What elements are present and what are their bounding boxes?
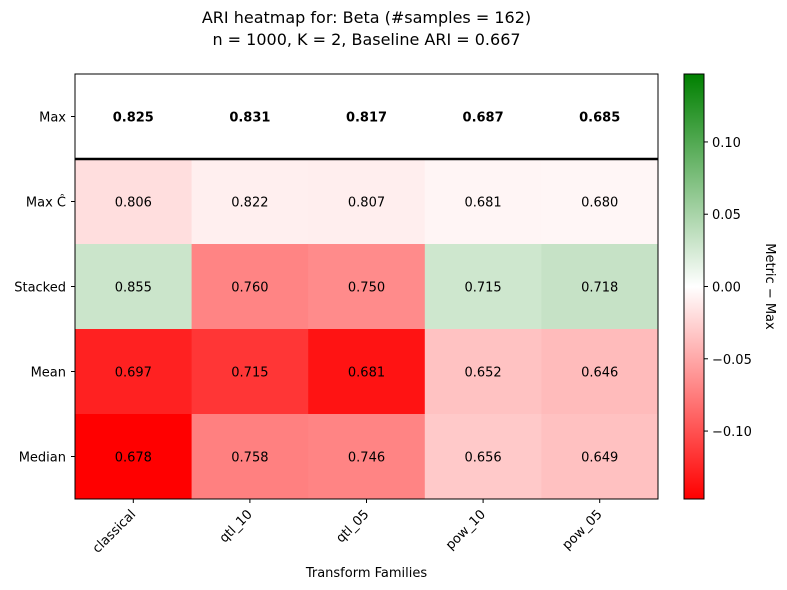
cell-value-label: 0.822 <box>231 196 268 211</box>
cell-value-label: 0.825 <box>113 111 154 126</box>
cell-value-label: 0.681 <box>464 196 501 211</box>
heatmap-cell <box>541 329 659 415</box>
cell-value-label: 0.649 <box>581 451 618 466</box>
cell-value-label: 0.680 <box>581 196 618 211</box>
cell-value-label: 0.807 <box>348 196 385 211</box>
heatmap-cell <box>308 159 426 245</box>
x-tick-label: pow_05 <box>560 507 606 553</box>
heatmap-cell <box>308 74 426 160</box>
heatmap-cell <box>424 74 542 160</box>
x-axis-title: Transform Families <box>305 566 428 581</box>
heatmap-cell <box>424 244 542 330</box>
heatmap-cell <box>75 74 193 160</box>
heatmap-cell <box>308 329 426 415</box>
colorbar-tick-label: 0.05 <box>712 208 741 223</box>
heatmap-cell <box>191 74 309 160</box>
cell-value-label: 0.855 <box>115 281 152 296</box>
cell-value-label: 0.758 <box>231 451 268 466</box>
heatmap-cell <box>75 329 193 415</box>
x-tick-label: qtl_10 <box>217 507 256 546</box>
heatmap-cell <box>308 414 426 500</box>
x-tick-label: qtl_05 <box>333 507 372 546</box>
cell-value-label: 0.831 <box>229 111 270 126</box>
colorbar-tick-label: 0.10 <box>712 136 741 151</box>
heatmap-cell <box>541 74 659 160</box>
y-tick-label: Max <box>39 111 66 126</box>
heatmap-cell <box>191 329 309 415</box>
cell-value-label: 0.817 <box>346 111 387 126</box>
chart-title: ARI heatmap for: Beta (#samples = 162) <box>201 8 532 27</box>
cell-value-label: 0.806 <box>115 196 152 211</box>
x-tick-label: pow_10 <box>443 507 489 553</box>
cell-value-label: 0.687 <box>463 111 504 126</box>
x-tick-label: classical <box>90 507 139 556</box>
heatmap-cell <box>191 244 309 330</box>
cell-value-label: 0.697 <box>115 366 152 381</box>
y-tick-label: Max Ĉ <box>26 195 66 211</box>
colorbar-ticks: 0.10 0.05 0.00 −0.05 −0.10 <box>704 136 752 440</box>
cell-value-label: 0.685 <box>579 111 620 126</box>
colorbar <box>683 73 705 500</box>
cell-value-label: 0.718 <box>581 281 618 296</box>
heatmap-cell <box>541 159 659 245</box>
y-axis: Max Max Ĉ Stacked Mean Median <box>14 111 75 466</box>
y-tick-label: Mean <box>31 366 66 381</box>
cell-value-label: 0.715 <box>231 366 268 381</box>
cell-value-label: 0.750 <box>348 281 385 296</box>
cell-value-label: 0.678 <box>115 451 152 466</box>
heatmap-cell <box>75 414 193 500</box>
heatmap-cell <box>541 244 659 330</box>
heatmap-cell <box>541 414 659 500</box>
x-axis: classical qtl_10 qtl_05 pow_10 pow_05 <box>90 499 606 556</box>
cell-value-label: 0.715 <box>464 281 501 296</box>
cell-value-label: 0.652 <box>464 366 501 381</box>
chart-subtitle: n = 1000, K = 2, Baseline ARI = 0.667 <box>212 30 521 49</box>
heatmap-cell <box>191 159 309 245</box>
cell-value-label: 0.646 <box>581 366 618 381</box>
cell-value-label: 0.681 <box>348 366 385 381</box>
heatmap-cell <box>75 159 193 245</box>
y-tick-label: Median <box>19 451 66 466</box>
colorbar-tick-label: −0.05 <box>712 353 752 368</box>
cell-value-label: 0.656 <box>464 451 501 466</box>
y-tick-label: Stacked <box>14 281 66 296</box>
colorbar-tick-label: 0.00 <box>712 281 741 296</box>
heatmap-cell-labels: 0.825 0.831 0.817 0.687 0.685 0.806 0.822 0.807… <box>113 111 621 466</box>
colorbar-tick-label: −0.10 <box>712 425 752 440</box>
colorbar-title: Metric − Max <box>762 243 777 330</box>
heatmap-cell <box>424 414 542 500</box>
heatmap-cells <box>75 74 659 500</box>
heatmap-cell <box>424 329 542 415</box>
heatmap-cell <box>191 414 309 500</box>
heatmap-cell <box>75 244 193 330</box>
heatmap-cell <box>424 159 542 245</box>
cell-value-label: 0.760 <box>231 281 268 296</box>
heatmap-cell <box>308 244 426 330</box>
cell-value-label: 0.746 <box>348 451 385 466</box>
